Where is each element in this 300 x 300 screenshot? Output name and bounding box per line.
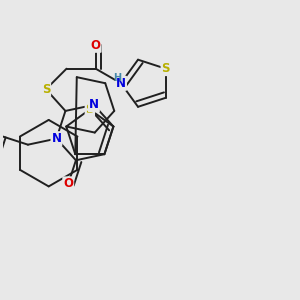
Text: S: S — [161, 62, 170, 75]
Text: S: S — [85, 103, 94, 116]
Text: N: N — [116, 77, 126, 90]
Text: O: O — [91, 39, 101, 52]
Text: O: O — [63, 177, 73, 190]
Text: N: N — [116, 77, 126, 90]
Text: N: N — [51, 132, 62, 145]
Text: H: H — [113, 74, 121, 83]
Text: S: S — [42, 83, 50, 96]
Text: N: N — [89, 98, 99, 111]
